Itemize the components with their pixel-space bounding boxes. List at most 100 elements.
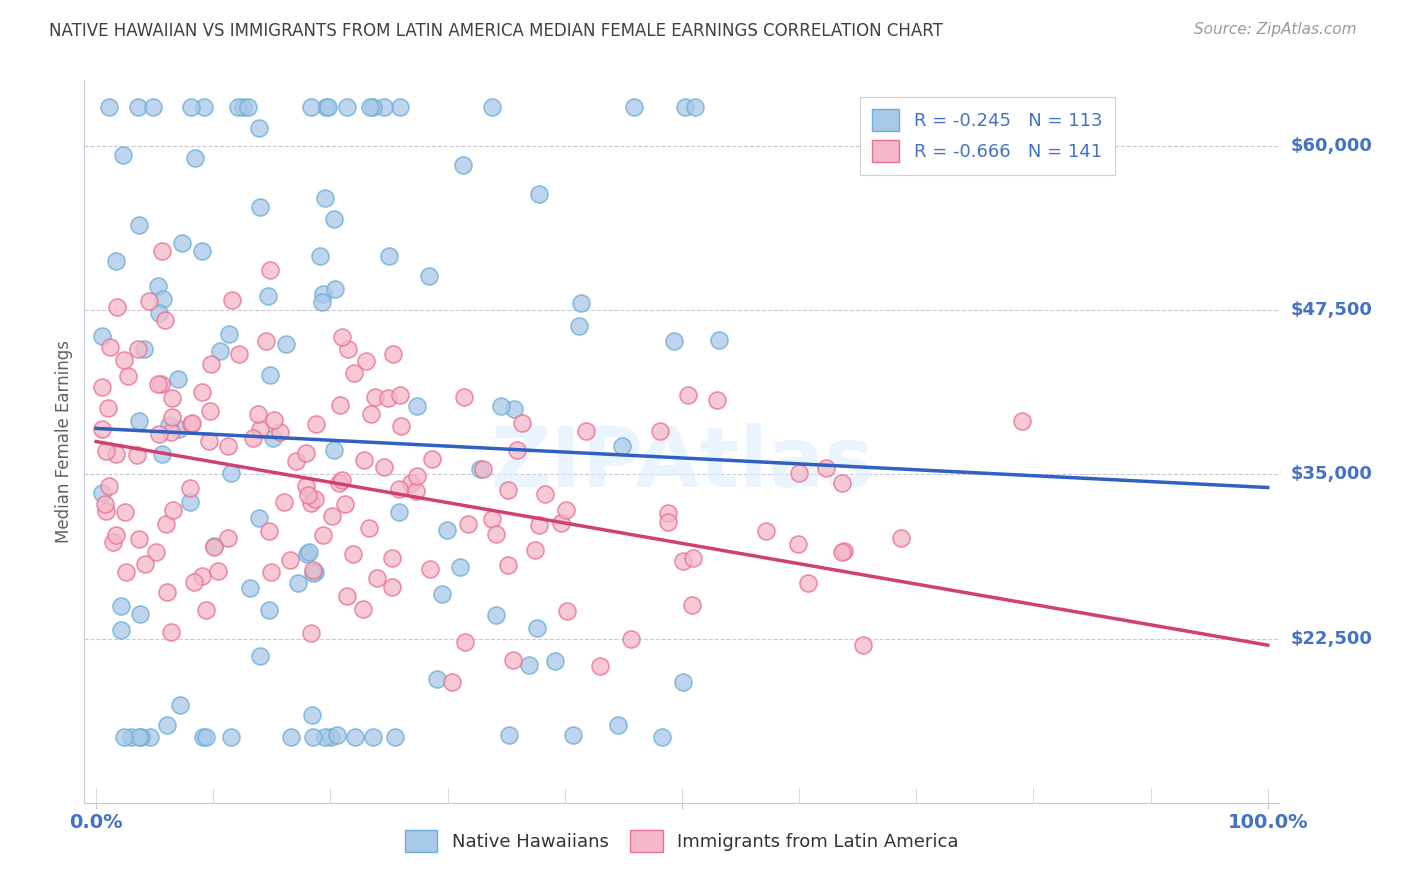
Point	[384, 730, 406, 744]
Text: NATIVE HAWAIIAN VS IMMIGRANTS FROM LATIN AMERICA MEDIAN FEMALE EARNINGS CORRELAT: NATIVE HAWAIIAN VS IMMIGRANTS FROM LATIN…	[49, 22, 943, 40]
Point	[110, 599, 132, 613]
Point	[389, 418, 412, 433]
Point	[219, 730, 242, 744]
Point	[361, 730, 384, 744]
Point	[454, 635, 477, 649]
Point	[172, 235, 194, 250]
Point	[202, 540, 225, 554]
Point	[90, 380, 114, 394]
Point	[330, 474, 353, 488]
Point	[304, 417, 326, 432]
Point	[406, 469, 429, 483]
Point	[142, 99, 165, 113]
Point	[98, 479, 121, 493]
Point	[457, 517, 479, 532]
Point	[128, 730, 150, 744]
Point	[498, 483, 520, 497]
Y-axis label: Median Female Earnings: Median Female Earnings	[55, 340, 73, 543]
Point	[534, 487, 557, 501]
Point	[153, 312, 176, 326]
Point	[755, 524, 778, 538]
Point	[160, 409, 183, 424]
Point	[662, 334, 685, 348]
Point	[311, 295, 333, 310]
Point	[257, 603, 280, 617]
Point	[304, 565, 326, 579]
Point	[198, 404, 221, 418]
Point	[312, 528, 335, 542]
Point	[162, 502, 184, 516]
Point	[405, 484, 427, 499]
Point	[314, 191, 336, 205]
Point	[364, 390, 387, 404]
Point	[472, 462, 495, 476]
Point	[357, 521, 380, 535]
Point	[363, 99, 385, 113]
Point	[496, 558, 519, 572]
Point	[297, 488, 319, 502]
Point	[259, 263, 281, 277]
Point	[132, 342, 155, 356]
Point	[249, 422, 271, 436]
Point	[360, 407, 382, 421]
Point	[352, 602, 374, 616]
Point	[388, 482, 411, 496]
Point	[657, 506, 679, 520]
Point	[589, 659, 612, 673]
Point	[247, 511, 270, 525]
Point	[273, 495, 295, 509]
Point	[242, 431, 264, 445]
Point	[128, 414, 150, 428]
Point	[148, 279, 170, 293]
Point	[620, 632, 643, 647]
Point	[555, 502, 578, 516]
Point	[607, 718, 630, 732]
Point	[284, 454, 307, 468]
Point	[232, 99, 254, 113]
Point	[104, 253, 127, 268]
Point	[401, 476, 423, 491]
Point	[678, 388, 700, 402]
Point	[436, 523, 458, 537]
Point	[294, 446, 316, 460]
Point	[94, 444, 117, 458]
Point	[353, 453, 375, 467]
Point	[191, 384, 214, 399]
Point	[1011, 414, 1033, 428]
Point	[274, 337, 297, 351]
Point	[209, 344, 232, 359]
Point	[388, 505, 411, 519]
Point	[156, 718, 179, 732]
Point	[328, 475, 350, 490]
Text: $22,500: $22,500	[1291, 630, 1372, 648]
Point	[184, 151, 207, 165]
Point	[468, 462, 491, 476]
Point	[489, 399, 512, 413]
Point	[319, 730, 342, 744]
Point	[420, 452, 443, 467]
Point	[180, 416, 202, 430]
Point	[852, 638, 875, 652]
Point	[145, 544, 167, 558]
Point	[221, 293, 243, 307]
Point	[314, 730, 336, 744]
Point	[524, 543, 547, 558]
Point	[101, 535, 124, 549]
Point	[179, 494, 201, 508]
Point	[453, 390, 475, 404]
Point	[389, 387, 412, 401]
Point	[138, 293, 160, 308]
Point	[337, 343, 360, 357]
Point	[217, 439, 239, 453]
Point	[831, 545, 853, 559]
Point	[112, 147, 135, 161]
Point	[301, 566, 323, 580]
Point	[114, 353, 136, 368]
Point	[786, 537, 808, 551]
Point	[127, 343, 149, 357]
Point	[706, 392, 728, 407]
Point	[315, 99, 337, 113]
Point	[449, 560, 471, 574]
Point	[381, 581, 404, 595]
Point	[256, 334, 278, 348]
